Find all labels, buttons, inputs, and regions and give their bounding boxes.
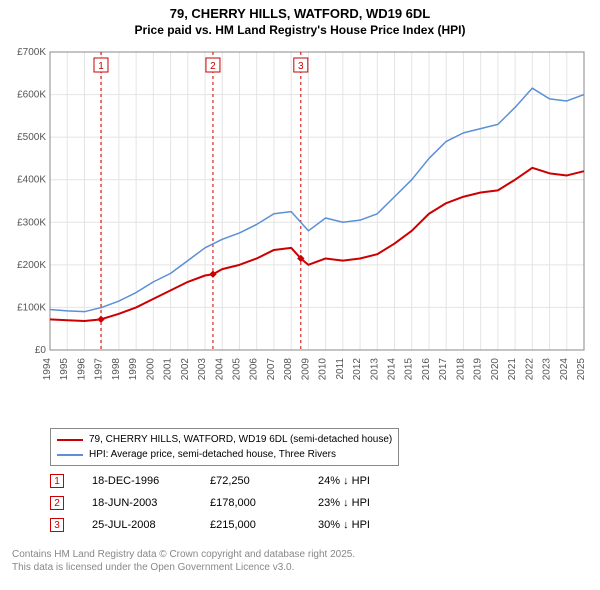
svg-text:2010: 2010	[318, 358, 329, 381]
svg-text:2018: 2018	[455, 358, 466, 381]
svg-text:2022: 2022	[524, 358, 535, 381]
figure-root: 79, CHERRY HILLS, WATFORD, WD19 6DL Pric…	[0, 0, 600, 590]
svg-text:2000: 2000	[145, 358, 156, 381]
svg-text:1997: 1997	[94, 358, 105, 381]
svg-text:2008: 2008	[283, 358, 294, 381]
legend-swatch	[57, 439, 83, 441]
svg-text:2006: 2006	[249, 358, 260, 381]
event-marker: 1	[50, 474, 64, 488]
svg-text:2001: 2001	[163, 358, 174, 381]
svg-text:2005: 2005	[231, 358, 242, 381]
svg-text:2012: 2012	[352, 358, 363, 381]
svg-text:2021: 2021	[507, 358, 518, 381]
svg-text:2015: 2015	[404, 358, 415, 381]
svg-text:£0: £0	[35, 345, 47, 356]
svg-text:£400K: £400K	[17, 175, 46, 186]
svg-text:1996: 1996	[76, 358, 87, 381]
chart-area: £0£100K£200K£300K£400K£500K£600K£700K199…	[8, 46, 592, 366]
legend-swatch	[57, 454, 83, 456]
legend-label: 79, CHERRY HILLS, WATFORD, WD19 6DL (sem…	[89, 432, 392, 447]
event-price: £215,000	[210, 519, 290, 531]
svg-text:£500K: £500K	[17, 132, 46, 143]
legend-item: 79, CHERRY HILLS, WATFORD, WD19 6DL (sem…	[57, 432, 392, 447]
svg-text:2: 2	[210, 61, 216, 72]
legend-box: 79, CHERRY HILLS, WATFORD, WD19 6DL (sem…	[50, 428, 399, 466]
svg-text:1995: 1995	[59, 358, 70, 381]
svg-text:2023: 2023	[542, 358, 553, 381]
svg-text:£100K: £100K	[17, 302, 46, 313]
event-delta: 30% ↓ HPI	[318, 519, 408, 531]
event-delta: 24% ↓ HPI	[318, 475, 408, 487]
chart-title-block: 79, CHERRY HILLS, WATFORD, WD19 6DL Pric…	[0, 0, 600, 38]
svg-text:2004: 2004	[214, 358, 225, 381]
event-marker: 3	[50, 518, 64, 532]
event-marker: 2	[50, 496, 64, 510]
event-date: 25-JUL-2008	[92, 519, 182, 531]
footer-attribution: Contains HM Land Registry data © Crown c…	[12, 548, 355, 574]
svg-text:1999: 1999	[128, 358, 139, 381]
chart-title-line2: Price paid vs. HM Land Registry's House …	[0, 23, 600, 39]
svg-text:2007: 2007	[266, 358, 277, 381]
svg-text:£200K: £200K	[17, 260, 46, 271]
event-row: 2 18-JUN-2003 £178,000 23% ↓ HPI	[50, 492, 408, 514]
svg-text:2014: 2014	[387, 358, 398, 381]
svg-text:£700K: £700K	[17, 47, 46, 58]
svg-text:2013: 2013	[369, 358, 380, 381]
svg-text:2016: 2016	[421, 358, 432, 381]
svg-text:2025: 2025	[576, 358, 587, 381]
svg-text:2017: 2017	[438, 358, 449, 381]
svg-text:2003: 2003	[197, 358, 208, 381]
svg-text:3: 3	[298, 61, 304, 72]
events-table: 1 18-DEC-1996 £72,250 24% ↓ HPI 2 18-JUN-2003…	[50, 470, 408, 536]
chart-title-line1: 79, CHERRY HILLS, WATFORD, WD19 6DL	[0, 6, 600, 23]
svg-text:1998: 1998	[111, 358, 122, 381]
svg-text:2020: 2020	[490, 358, 501, 381]
svg-text:£300K: £300K	[17, 217, 46, 228]
chart-svg: £0 £100K £200K £300K £400K £500K £600K £700K 199…	[8, 46, 592, 406]
event-row: 3 25-JUL-2008 £215,000 30% ↓ HPI	[50, 514, 408, 536]
svg-text:2024: 2024	[559, 358, 570, 381]
event-delta: 23% ↓ HPI	[318, 497, 408, 509]
event-price: £72,250	[210, 475, 290, 487]
svg-text:2019: 2019	[473, 358, 484, 381]
svg-text:2011: 2011	[335, 358, 346, 380]
svg-text:1994: 1994	[42, 358, 53, 381]
svg-text:2009: 2009	[300, 358, 311, 381]
svg-text:2002: 2002	[180, 358, 191, 381]
svg-text:1: 1	[98, 61, 104, 72]
event-row: 1 18-DEC-1996 £72,250 24% ↓ HPI	[50, 470, 408, 492]
footer-line1: Contains HM Land Registry data © Crown c…	[12, 548, 355, 561]
event-price: £178,000	[210, 497, 290, 509]
footer-line2: This data is licensed under the Open Gov…	[12, 561, 355, 574]
legend-label: HPI: Average price, semi-detached house,…	[89, 447, 336, 462]
event-date: 18-JUN-2003	[92, 497, 182, 509]
event-date: 18-DEC-1996	[92, 475, 182, 487]
legend-item: HPI: Average price, semi-detached house,…	[57, 447, 392, 462]
svg-text:£600K: £600K	[17, 90, 46, 101]
